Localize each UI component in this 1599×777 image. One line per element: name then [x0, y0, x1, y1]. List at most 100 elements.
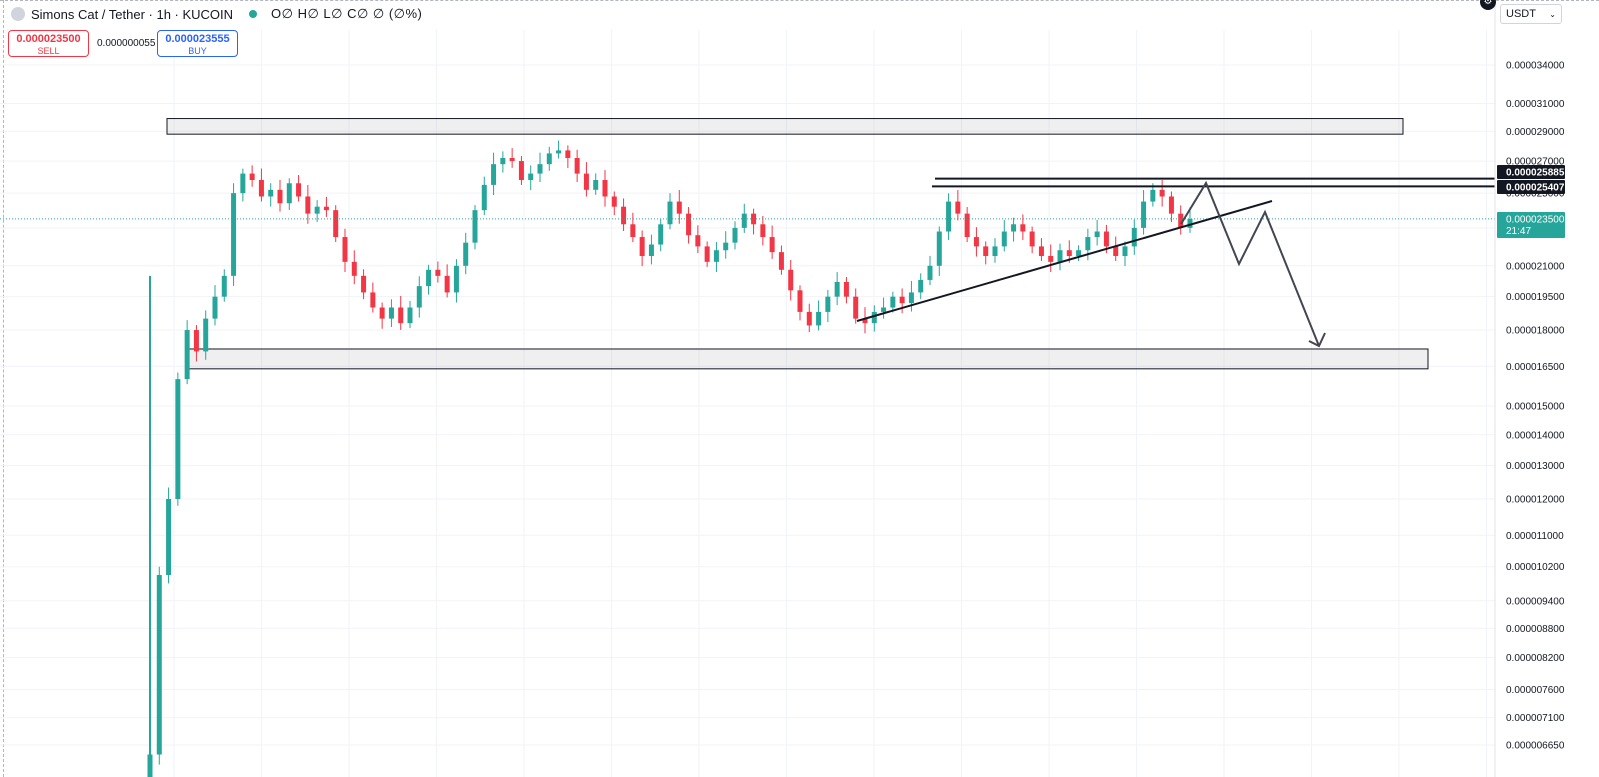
chart-grid	[0, 30, 1495, 777]
y-tick-label: 0.000009400	[1506, 596, 1565, 607]
candle-body	[212, 296, 218, 319]
candle-body	[918, 279, 924, 293]
candle-body	[1020, 224, 1026, 232]
candle-body	[630, 224, 636, 238]
candle-body	[723, 242, 729, 251]
candle-body	[258, 180, 264, 197]
buy-button[interactable]: 0.000023555 BUY	[157, 30, 238, 57]
price-label-box	[1497, 165, 1565, 179]
candle-body	[760, 224, 766, 238]
symbol-title[interactable]: Simons Cat / Tether · 1h · KUCOIN	[31, 6, 234, 22]
candle-body	[648, 244, 654, 256]
candle-body	[853, 296, 859, 319]
candle-body	[249, 173, 255, 181]
candle-body	[964, 213, 970, 238]
candle-body	[1001, 231, 1007, 247]
price-label-value: 0.000025885	[1506, 168, 1565, 179]
candle-body	[556, 150, 562, 154]
candle-body	[509, 157, 515, 162]
candle-body	[1150, 189, 1156, 202]
candle-body	[156, 574, 162, 755]
candle-body	[834, 281, 840, 297]
candle-body	[574, 157, 580, 174]
candle-body	[741, 213, 747, 228]
y-tick-label: 0.000008200	[1506, 653, 1565, 664]
candle-countdown: 21:47	[1506, 226, 1531, 237]
y-tick-label: 0.000034000	[1506, 61, 1565, 72]
candle-body	[983, 246, 989, 256]
candle-body	[342, 237, 348, 262]
candle-body	[528, 173, 534, 181]
symbol-logo-icon	[11, 7, 25, 21]
candle-body	[286, 183, 292, 204]
candle-body	[1029, 231, 1035, 247]
y-tick-label: 0.000021000	[1506, 261, 1565, 272]
candle-body	[426, 269, 432, 287]
candle-body	[398, 307, 404, 324]
price-label-value: 0.000025407	[1506, 183, 1565, 194]
candle-body	[296, 183, 302, 197]
candle-body	[778, 252, 784, 270]
candle-body	[899, 296, 905, 304]
candle-body	[175, 379, 181, 500]
y-tick-label: 0.000027000	[1506, 157, 1565, 168]
price-label-box	[1497, 180, 1565, 194]
y-tick-label: 0.000018000	[1506, 326, 1565, 337]
candle-body	[1141, 201, 1147, 228]
candle-body	[203, 318, 209, 352]
candles-layer	[147, 140, 1193, 777]
candle-body	[602, 180, 608, 197]
candle-body	[1168, 196, 1174, 214]
buy-label: BUY	[188, 46, 207, 56]
y-tick-label: 0.000016500	[1506, 362, 1565, 373]
candle-body	[323, 206, 329, 211]
price-label-box	[1497, 212, 1565, 238]
sell-button[interactable]: 0.000023500 SELL	[8, 30, 89, 57]
y-tick-label: 0.000008800	[1506, 624, 1565, 635]
candle-body	[611, 196, 617, 207]
y-tick-label: 0.000029000	[1506, 127, 1565, 138]
y-tick-label: 0.000006650	[1506, 741, 1565, 752]
candle-body	[565, 150, 571, 158]
candle-body	[277, 189, 283, 204]
settings-icon[interactable]: ⚙	[1480, 0, 1496, 10]
candle-body	[221, 275, 227, 297]
candle-body	[713, 250, 719, 262]
left-dashed-border	[3, 0, 4, 777]
candle-body	[890, 296, 896, 308]
sell-label: SELL	[37, 46, 60, 56]
candle-body	[453, 265, 459, 293]
candle-body	[491, 164, 497, 185]
candle-body	[1011, 224, 1017, 232]
chevron-down-icon: ⌄	[1549, 9, 1556, 19]
candle-body	[1066, 250, 1072, 256]
candle-body	[472, 210, 478, 243]
y-tick-label: 0.000013000	[1506, 461, 1565, 472]
candle-body	[816, 311, 822, 326]
chart-zones	[166, 118, 1429, 370]
buy-price: 0.000023555	[165, 33, 230, 45]
candle-body	[1159, 189, 1165, 197]
candle-body	[416, 286, 422, 308]
candle-body	[946, 201, 952, 232]
candle-body	[1187, 218, 1193, 228]
ohlc-values: O∅ H∅ L∅ C∅ ∅ (∅%)	[271, 6, 423, 21]
candle-body	[862, 318, 868, 324]
spread-value: 0.000000055	[97, 38, 156, 49]
candle-body	[1076, 250, 1082, 256]
y-tick-label: 0.000014000	[1506, 430, 1565, 441]
candle-body	[936, 231, 942, 266]
candle-body	[268, 189, 274, 197]
candle-body	[593, 180, 599, 190]
candle-body	[667, 201, 673, 225]
candle-body	[314, 206, 320, 214]
candle-body	[806, 311, 812, 326]
candle-body	[788, 269, 794, 291]
candle-body	[1048, 255, 1054, 262]
candle-body	[686, 213, 692, 236]
currency-select[interactable]: USDT ⌄	[1500, 4, 1562, 24]
candle-body	[621, 206, 627, 225]
candle-body	[676, 201, 682, 214]
candle-body	[1103, 231, 1109, 247]
